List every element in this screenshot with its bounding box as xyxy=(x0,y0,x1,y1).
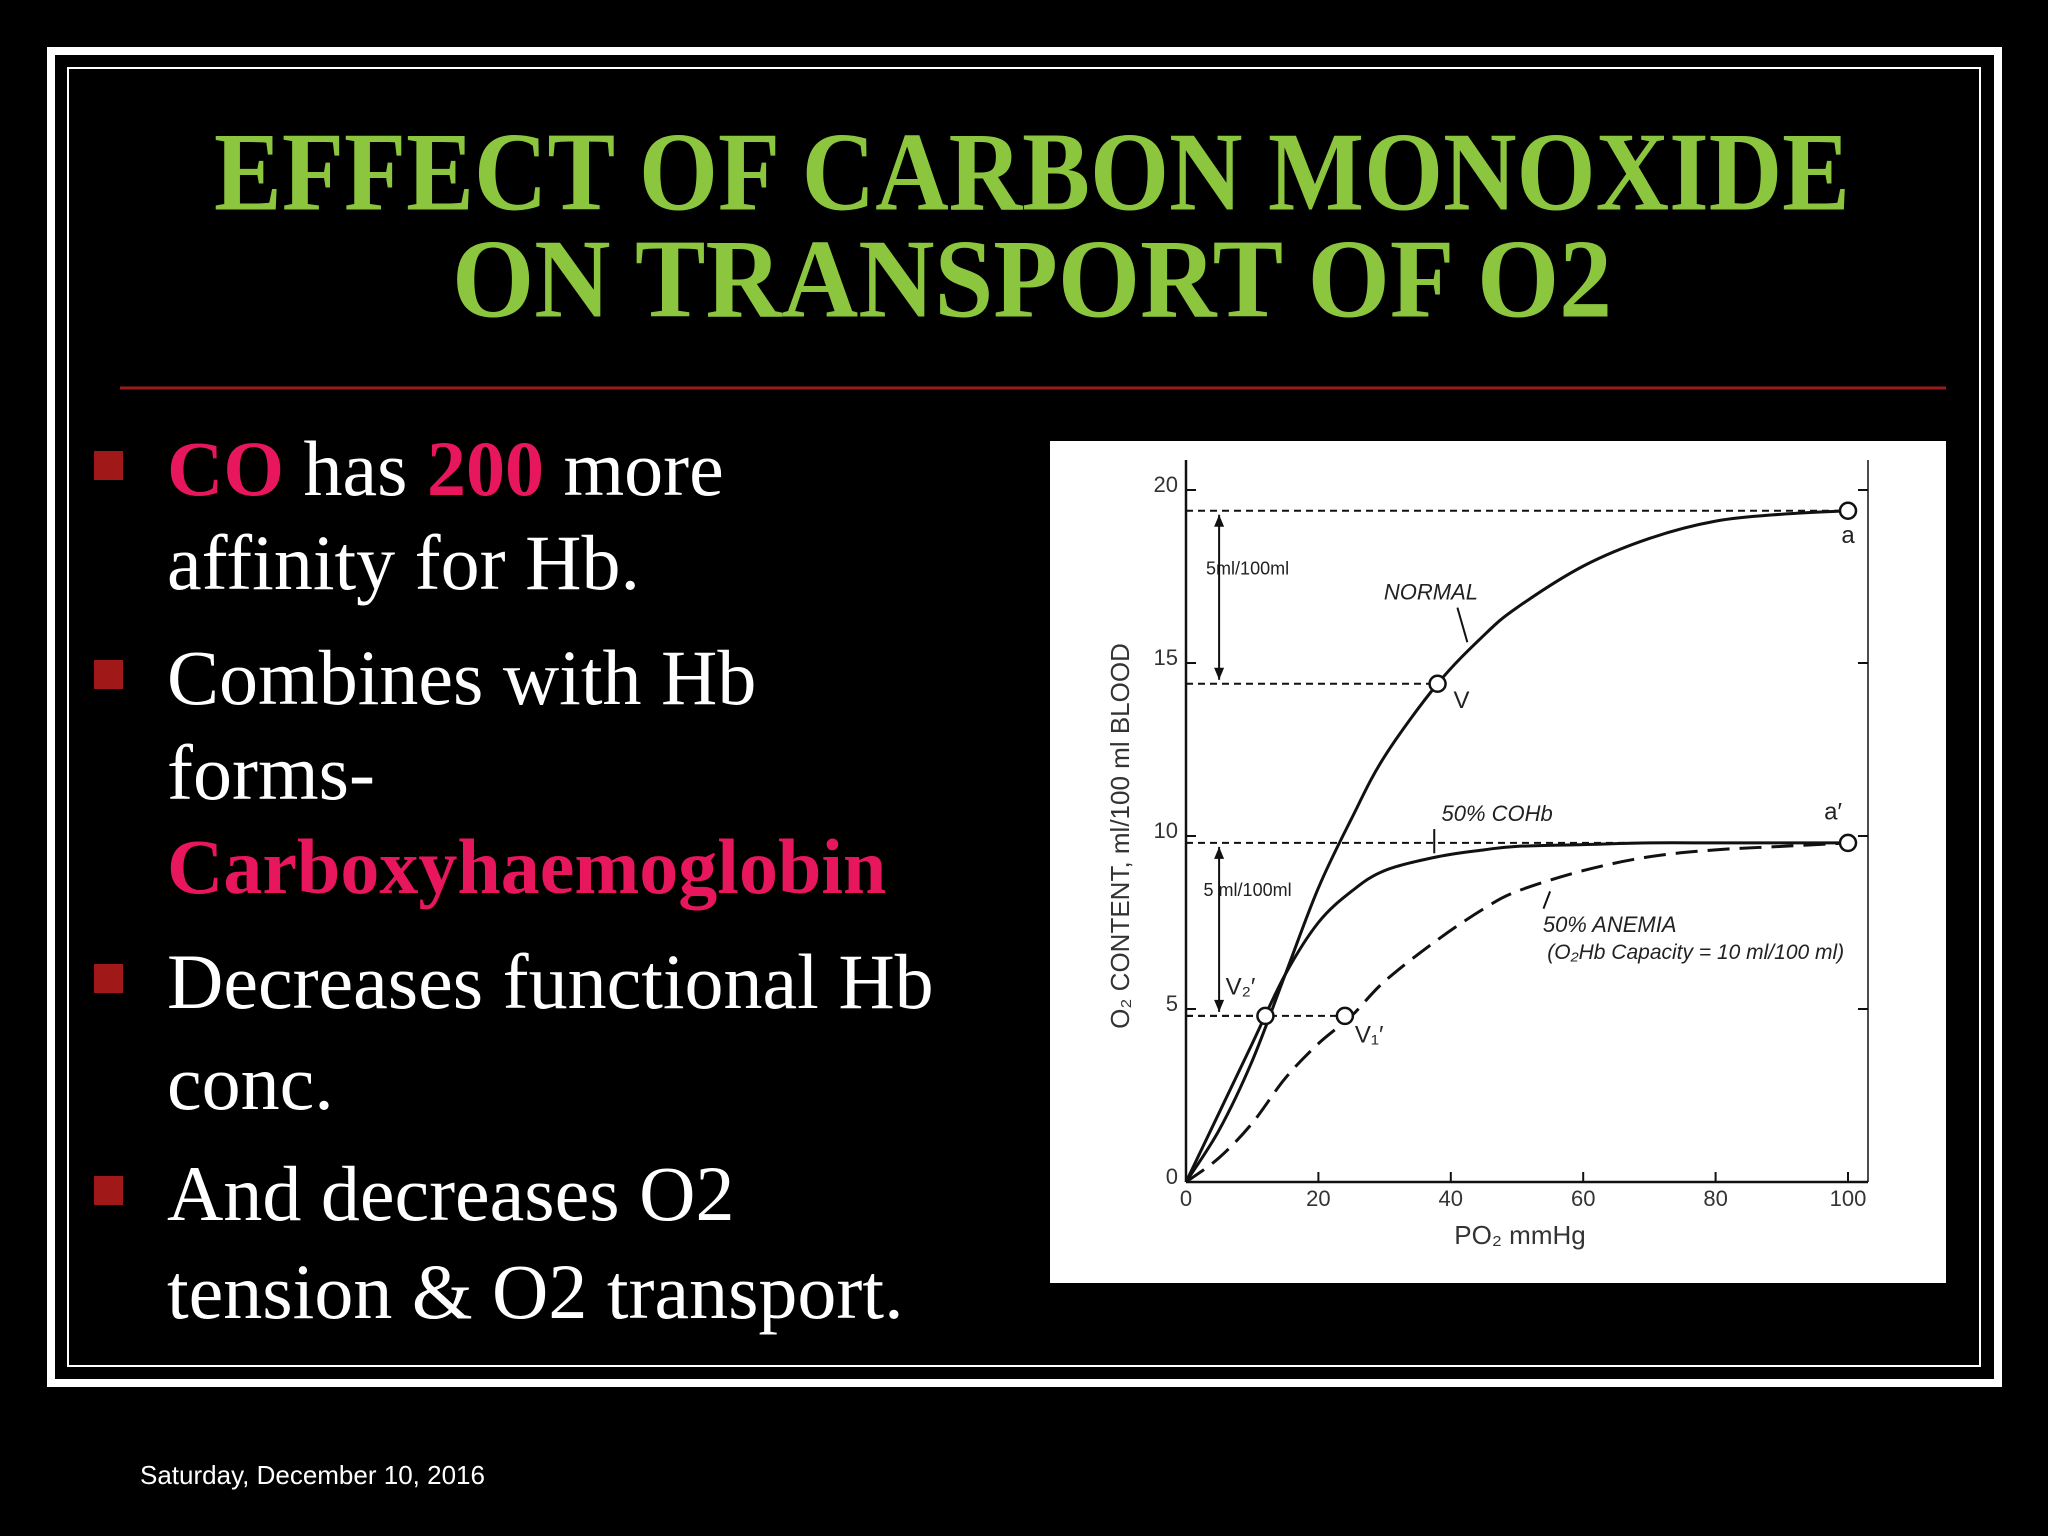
y-tick-label: 15 xyxy=(1154,645,1178,670)
bullet-text: conc. xyxy=(167,1039,334,1126)
text-run: conc. xyxy=(167,1039,334,1126)
point-label: V xyxy=(1454,687,1470,714)
y-tick-label: 10 xyxy=(1154,818,1178,843)
arrow-head xyxy=(1214,846,1225,859)
series-label: NORMAL xyxy=(1384,580,1478,605)
pointer xyxy=(1456,607,1469,643)
arrow-head xyxy=(1214,514,1225,527)
bullet-text: Decreases functional Hb xyxy=(167,938,934,1025)
annotation: 5 ml/100ml xyxy=(1204,880,1292,900)
bullet-marker xyxy=(94,1176,123,1205)
point-label: a′ xyxy=(1824,798,1842,825)
text-run: tension & O2 transport. xyxy=(167,1248,904,1335)
text-run: forms- xyxy=(167,729,375,816)
outer-border xyxy=(47,47,2002,1387)
text-run: Carboxyhaemoglobin xyxy=(167,823,886,910)
title: EFFECT OF CARBON MONOXIDE xyxy=(214,111,1850,235)
bullet-marker xyxy=(94,451,123,480)
y-tick-label: 0 xyxy=(1166,1164,1178,1189)
bullet-text: And decreases O2 xyxy=(167,1150,734,1237)
text-run: Decreases functional Hb xyxy=(167,938,934,1025)
bullet-marker xyxy=(94,964,123,993)
y-tick-label: 5 xyxy=(1166,991,1178,1016)
x-tick-label: 20 xyxy=(1306,1186,1330,1211)
bullet-text: Combines with Hb xyxy=(167,634,756,721)
data-point xyxy=(1256,1006,1275,1026)
text-run: more xyxy=(544,425,724,512)
point-label: a xyxy=(1841,522,1855,549)
chart: 0 20 40 60 80 100 0 5 10 15 20 PO₂ mmHg O₂ CONTENT, … xyxy=(1105,460,1869,1250)
data-point xyxy=(1428,674,1447,694)
bullet-text: affinity for Hb. xyxy=(167,519,640,606)
x-tick-label: 100 xyxy=(1830,1186,1867,1211)
bullet-text: tension & O2 transport. xyxy=(167,1248,904,1335)
text-run: Combines with Hb xyxy=(167,634,756,721)
bullet-text: CO has 200 more xyxy=(167,425,724,512)
point-label: V₂′ xyxy=(1226,973,1256,1000)
inner-border xyxy=(67,67,1981,1367)
arrow-head xyxy=(1214,667,1225,680)
x-tick-label: 80 xyxy=(1703,1186,1727,1211)
text-run: CO xyxy=(167,425,284,512)
annotation: (O₂Hb Capacity = 10 ml/100 ml) xyxy=(1547,941,1844,964)
bullet-text: Carboxyhaemoglobin xyxy=(167,823,886,910)
point-label: V₁′ xyxy=(1355,1021,1384,1048)
y-tick-label: 20 xyxy=(1154,472,1178,497)
x-tick-label: 60 xyxy=(1571,1186,1595,1211)
footer-date: Saturday, December 10, 2016 xyxy=(140,1460,485,1490)
x-tick-label: 0 xyxy=(1180,1186,1192,1211)
data-point xyxy=(1838,833,1858,853)
series-label: 50% ANEMIA xyxy=(1543,912,1677,937)
text-run: 200 xyxy=(427,425,544,512)
y-axis-label: O₂ CONTENT, ml/100 ml BLOOD xyxy=(1105,643,1135,1029)
series-label: 50% COHb xyxy=(1441,801,1552,826)
data-point xyxy=(1335,1006,1355,1026)
x-axis-label: PO₂ mmHg xyxy=(1454,1220,1585,1250)
pointer xyxy=(1542,891,1552,910)
data-point xyxy=(1838,501,1858,521)
chart-panel xyxy=(1050,441,1946,1283)
text-run: And decreases O2 xyxy=(167,1150,734,1237)
title: ON TRANSPORT OF O2 xyxy=(452,218,1612,342)
bullet-text: forms- xyxy=(167,729,375,816)
x-tick-label: 40 xyxy=(1439,1186,1463,1211)
bullet-marker xyxy=(94,660,123,689)
text-run: affinity for Hb. xyxy=(167,519,640,606)
annotation: 5ml/100ml xyxy=(1206,558,1289,578)
series-line xyxy=(1184,841,1848,1183)
arrow-head xyxy=(1214,999,1225,1012)
series-line xyxy=(1185,841,1849,1184)
text-run: has xyxy=(284,425,427,512)
